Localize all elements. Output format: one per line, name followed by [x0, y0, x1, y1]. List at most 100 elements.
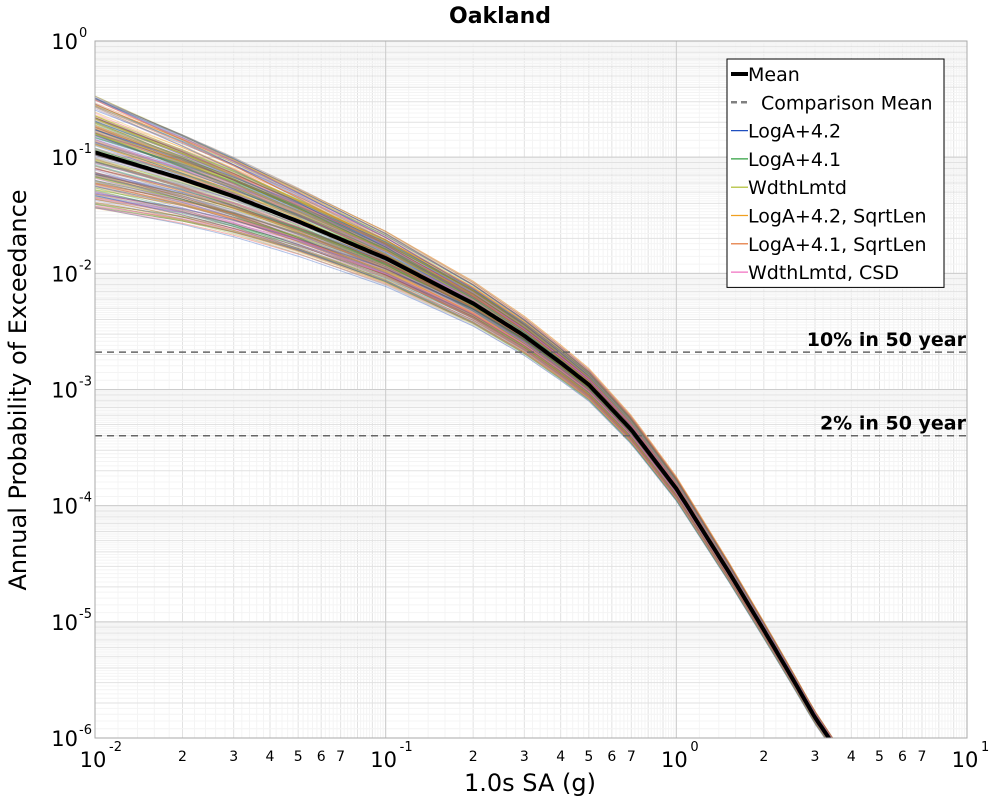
reference-lines: 10% in 50 year 2% in 50 year — [95, 329, 967, 437]
y-tick-exponent: -1 — [79, 142, 92, 157]
x-minor-tick-label: 5 — [875, 749, 884, 765]
branch-curve — [95, 190, 827, 738]
branch-curve — [95, 172, 828, 738]
branch-curve — [95, 119, 833, 738]
branch-curve — [95, 103, 833, 738]
x-tick-exponent: 0 — [690, 740, 698, 755]
x-minor-tick-label: 7 — [627, 749, 636, 765]
branch-curve — [95, 98, 833, 738]
x-tick-label: 10 — [370, 748, 397, 772]
branch-curve — [95, 203, 826, 738]
branch-curve — [95, 97, 834, 738]
x-minor-tick-label: 6 — [317, 749, 326, 765]
branch-curve — [95, 103, 833, 738]
x-minor-tick-label: 4 — [556, 749, 565, 765]
mean-curve-layer — [95, 150, 832, 738]
branch-curve — [95, 177, 828, 738]
branch-curve — [95, 137, 832, 738]
branch-curve — [95, 183, 828, 738]
y-tick-exponent: -4 — [79, 491, 92, 506]
branch-curve — [95, 125, 833, 738]
legend-label: Comparison Mean — [761, 92, 933, 114]
branch-curve — [95, 132, 832, 738]
x-tick-label: 10 — [661, 748, 688, 772]
y-tick-label: 10 — [51, 727, 78, 751]
x-minor-tick-label: 5 — [584, 749, 593, 765]
branch-curve — [95, 158, 828, 738]
branch-curve — [95, 196, 827, 738]
branch-curve — [95, 182, 828, 738]
branch-curve — [95, 126, 832, 738]
x-minor-tick-label: 4 — [266, 749, 275, 765]
branch-curve — [95, 99, 833, 738]
branch-curve — [95, 191, 827, 738]
branch-curve — [95, 98, 834, 738]
x-minor-tick-label: 2 — [469, 749, 478, 765]
branch-curve — [95, 177, 828, 738]
branch-curve — [95, 195, 827, 738]
branch-curve — [95, 195, 828, 738]
branch-curve — [95, 121, 832, 738]
branch-curve — [95, 134, 832, 738]
branch-curve — [95, 203, 827, 738]
branch-curve — [95, 197, 826, 738]
x-axis-label: 1.0s SA (g) — [464, 769, 596, 797]
branch-curve — [95, 177, 827, 738]
branch-curve — [95, 144, 831, 738]
y-axis-label: Annual Probability of Exceedance — [4, 189, 32, 590]
branch-curve — [95, 206, 827, 738]
branch-curve — [95, 127, 833, 738]
branch-curve — [95, 136, 832, 738]
branch-curve — [95, 207, 826, 738]
branch-curve — [95, 142, 832, 738]
branch-curve — [95, 99, 833, 738]
branch-curve — [95, 115, 832, 738]
y-tick-label: 10 — [51, 146, 78, 170]
branch-curve — [95, 165, 829, 738]
branch-curve — [95, 176, 828, 738]
branch-curve — [95, 99, 833, 738]
branch-curve — [95, 176, 828, 738]
legend: Mean Comparison Mean LogA+4.2 LogA+4.1 WdthL… — [726, 58, 945, 288]
branch-curve — [95, 194, 827, 738]
branch-curve — [95, 198, 827, 738]
x-minor-tick-label: 2 — [178, 749, 187, 765]
branch-curve — [95, 148, 831, 738]
branch-curve — [95, 158, 828, 738]
x-tick-exponent: -1 — [400, 740, 413, 755]
y-tick-label: 10 — [51, 611, 78, 635]
branch-curve — [95, 185, 828, 738]
branch-curve — [95, 132, 832, 738]
branch-curve — [95, 201, 826, 738]
x-minor-tick-label: 2 — [759, 749, 768, 765]
branch-curve — [95, 180, 828, 738]
x-minor-tick-label: 5 — [294, 749, 303, 765]
branch-curve — [95, 117, 832, 738]
branch-curve — [95, 120, 832, 738]
branch-curve — [95, 201, 827, 738]
legend-label: LogA+4.2, SqrtLen — [748, 206, 927, 228]
x-minor-tick-label: 6 — [607, 749, 616, 765]
branch-curve — [95, 169, 828, 738]
x-minor-tick-label: 3 — [229, 749, 238, 765]
branch-curve — [95, 189, 827, 738]
branch-curve — [95, 118, 833, 738]
x-minor-tick-label: 3 — [520, 749, 529, 765]
branch-curve — [95, 104, 834, 738]
branch-curve — [95, 191, 827, 738]
branch-curve — [95, 187, 827, 738]
branch-curve — [95, 149, 831, 738]
branch-curve — [95, 122, 833, 738]
branch-curve — [95, 102, 834, 738]
branch-curve — [95, 137, 832, 738]
y-tick-label: 10 — [51, 30, 78, 54]
branch-curve — [95, 128, 832, 738]
reference-line-label: 10% in 50 year — [807, 329, 967, 351]
branch-curve — [95, 159, 828, 738]
chart-title: Oakland — [449, 4, 551, 29]
branch-curve — [95, 95, 833, 738]
mean-curve — [95, 150, 832, 738]
y-tick-label: 10 — [51, 262, 78, 286]
